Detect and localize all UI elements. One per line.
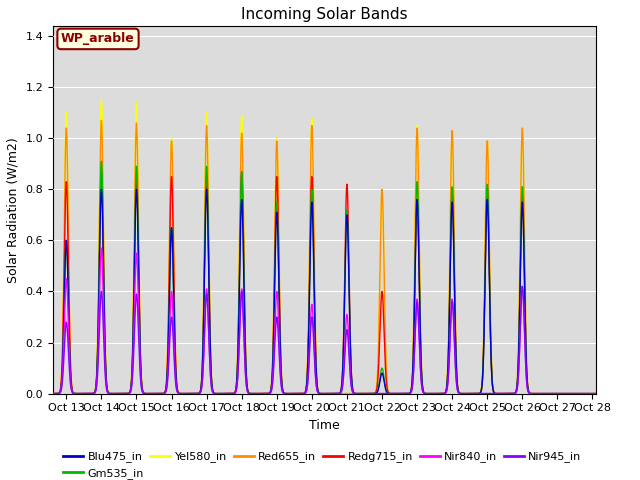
Y-axis label: Solar Radiation (W/m2): Solar Radiation (W/m2): [7, 137, 20, 283]
X-axis label: Time: Time: [309, 419, 340, 432]
Title: Incoming Solar Bands: Incoming Solar Bands: [241, 7, 408, 22]
Legend: Blu475_in, Gm535_in, Yel580_in, Red655_in, Redg715_in, Nir840_in, Nir945_in: Blu475_in, Gm535_in, Yel580_in, Red655_i…: [58, 447, 586, 480]
Text: WP_arable: WP_arable: [61, 33, 135, 46]
